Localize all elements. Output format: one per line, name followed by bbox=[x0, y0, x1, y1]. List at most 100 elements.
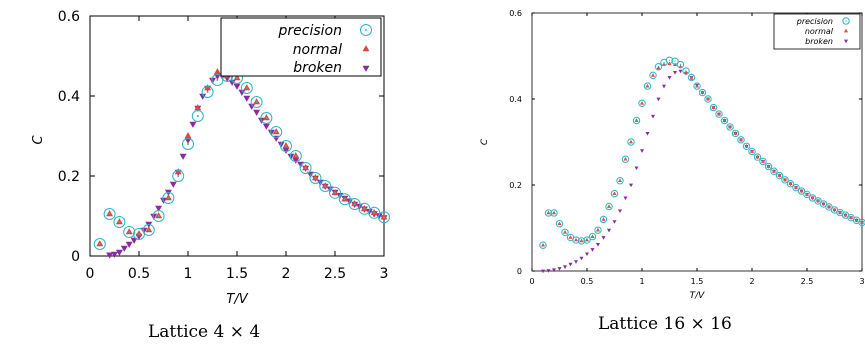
y-axis-label: C bbox=[480, 138, 490, 145]
point-precision bbox=[687, 73, 696, 82]
point-broken bbox=[540, 269, 546, 274]
legend-label-precision: precision bbox=[796, 17, 833, 26]
point-broken bbox=[106, 252, 114, 259]
point-normal bbox=[683, 70, 689, 74]
point-precision bbox=[319, 180, 332, 192]
point-precision bbox=[152, 210, 165, 222]
y-tick-label: 0 bbox=[71, 249, 80, 265]
point-precision bbox=[797, 187, 806, 195]
point-broken bbox=[634, 166, 639, 171]
point-broken bbox=[628, 183, 634, 188]
point-broken bbox=[639, 149, 645, 153]
point-precision bbox=[720, 116, 729, 125]
point-broken bbox=[595, 242, 601, 247]
point-normal bbox=[656, 65, 661, 70]
point-precision bbox=[654, 63, 663, 71]
data-points bbox=[539, 56, 865, 274]
point-normal bbox=[194, 104, 202, 111]
point-broken bbox=[243, 95, 251, 102]
point-precision bbox=[858, 218, 865, 227]
point-broken bbox=[546, 269, 551, 273]
point-broken bbox=[189, 121, 197, 128]
legend-marker-broken bbox=[843, 39, 849, 44]
point-precision bbox=[693, 82, 701, 90]
point-broken bbox=[169, 181, 177, 188]
point-normal bbox=[204, 84, 212, 91]
point-precision bbox=[825, 203, 833, 211]
point-precision bbox=[819, 200, 828, 208]
point-precision bbox=[270, 126, 283, 138]
x-axis-label: T/V bbox=[690, 291, 706, 301]
point-precision bbox=[814, 197, 822, 205]
point-normal bbox=[213, 68, 221, 75]
legend-marker-broken bbox=[362, 65, 370, 72]
point-precision bbox=[709, 103, 718, 112]
point-broken bbox=[111, 251, 118, 258]
point-broken bbox=[612, 220, 617, 224]
x-tick-label: 0 bbox=[529, 277, 534, 286]
x-tick-label: 2.5 bbox=[324, 266, 346, 282]
legend-box bbox=[220, 17, 382, 77]
x-tick-label: 0.5 bbox=[581, 277, 594, 286]
point-precision bbox=[786, 180, 795, 188]
chart-lattice-4x4: 0 0.5 1 1.5 2 2.5 3 0 0.2 0.4 0.6 T/V C precision … bbox=[31, 9, 390, 307]
point-broken bbox=[262, 123, 270, 130]
point-broken bbox=[248, 103, 256, 110]
caption-left: Lattice 4 × 4 bbox=[148, 322, 261, 342]
point-broken bbox=[551, 268, 557, 272]
point-broken bbox=[155, 205, 163, 212]
point-broken bbox=[650, 114, 656, 119]
legend-markers bbox=[360, 24, 372, 72]
point-precision bbox=[605, 202, 613, 211]
legend-marker-precision bbox=[842, 17, 850, 25]
point-precision bbox=[338, 193, 351, 206]
x-tick-label: 3 bbox=[380, 266, 389, 282]
point-precision bbox=[808, 194, 817, 202]
point-precision bbox=[742, 142, 751, 151]
point-precision bbox=[731, 129, 740, 138]
x-tick-label: 2 bbox=[282, 266, 291, 282]
point-precision bbox=[162, 192, 175, 204]
point-broken bbox=[238, 89, 246, 96]
point-precision bbox=[803, 190, 811, 199]
legend-label-normal: normal bbox=[805, 27, 834, 36]
point-broken bbox=[678, 69, 683, 74]
point-precision bbox=[561, 228, 569, 237]
point-precision bbox=[348, 198, 361, 210]
point-precision bbox=[764, 162, 773, 171]
point-broken bbox=[125, 241, 133, 248]
point-precision bbox=[583, 236, 591, 244]
point-precision bbox=[748, 147, 756, 156]
legend-label-precision: precision bbox=[278, 23, 342, 39]
x-tick-label: 0.5 bbox=[128, 266, 150, 282]
point-broken bbox=[606, 228, 612, 233]
legend-marker-precision bbox=[360, 24, 372, 36]
point-precision bbox=[781, 176, 789, 184]
x-axis-label: T/V bbox=[226, 292, 248, 307]
x-tick-label: 3 bbox=[859, 277, 864, 286]
x-tick-label: 1.5 bbox=[691, 277, 704, 286]
point-precision bbox=[544, 209, 553, 217]
point-broken bbox=[253, 109, 261, 116]
point-precision bbox=[309, 172, 322, 184]
point-precision bbox=[201, 86, 214, 98]
data-points bbox=[93, 68, 390, 259]
legend-marker-normal bbox=[843, 28, 849, 33]
point-broken bbox=[573, 260, 579, 264]
point-precision bbox=[638, 99, 646, 108]
point-broken bbox=[667, 76, 672, 80]
point-precision bbox=[93, 238, 106, 250]
point-precision bbox=[142, 224, 155, 236]
point-broken bbox=[579, 256, 584, 261]
point-precision bbox=[172, 170, 185, 182]
point-precision bbox=[191, 110, 204, 122]
point-broken bbox=[115, 249, 123, 256]
point-precision bbox=[737, 136, 745, 144]
y-axis-label: C bbox=[31, 135, 46, 145]
point-precision bbox=[555, 220, 564, 228]
point-broken bbox=[287, 153, 295, 160]
y-tick-label: 0.4 bbox=[58, 89, 80, 105]
point-precision bbox=[676, 60, 685, 69]
point-precision bbox=[792, 183, 800, 192]
point-precision bbox=[280, 140, 292, 152]
